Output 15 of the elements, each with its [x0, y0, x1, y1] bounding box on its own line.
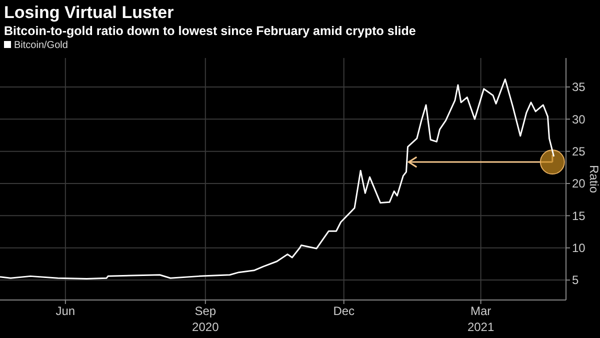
- x-tick-label: Mar 2021: [467, 304, 494, 334]
- y-tick-label: 35: [572, 80, 586, 94]
- y-tick-label: 15: [572, 208, 586, 223]
- y-tick-label: 30: [572, 112, 586, 126]
- chart-subtitle: Bitcoin-to-gold ratio down to lowest since February amid crypto slide: [4, 24, 416, 38]
- y-tick-label: 25: [572, 144, 586, 159]
- x-tick-label: Jun: [56, 304, 76, 318]
- y-axis-title: Ratio: [587, 164, 600, 194]
- x-tick-label: Dec: [333, 304, 355, 318]
- y-tick-label: 5: [572, 273, 579, 288]
- x-tick-label: Sep 2020: [192, 304, 220, 334]
- chart-title: Losing Virtual Luster: [4, 3, 174, 22]
- y-tick-label: 10: [572, 241, 586, 256]
- y-tick-label: 20: [572, 176, 586, 191]
- legend-label: Bitcoin/Gold: [14, 40, 68, 51]
